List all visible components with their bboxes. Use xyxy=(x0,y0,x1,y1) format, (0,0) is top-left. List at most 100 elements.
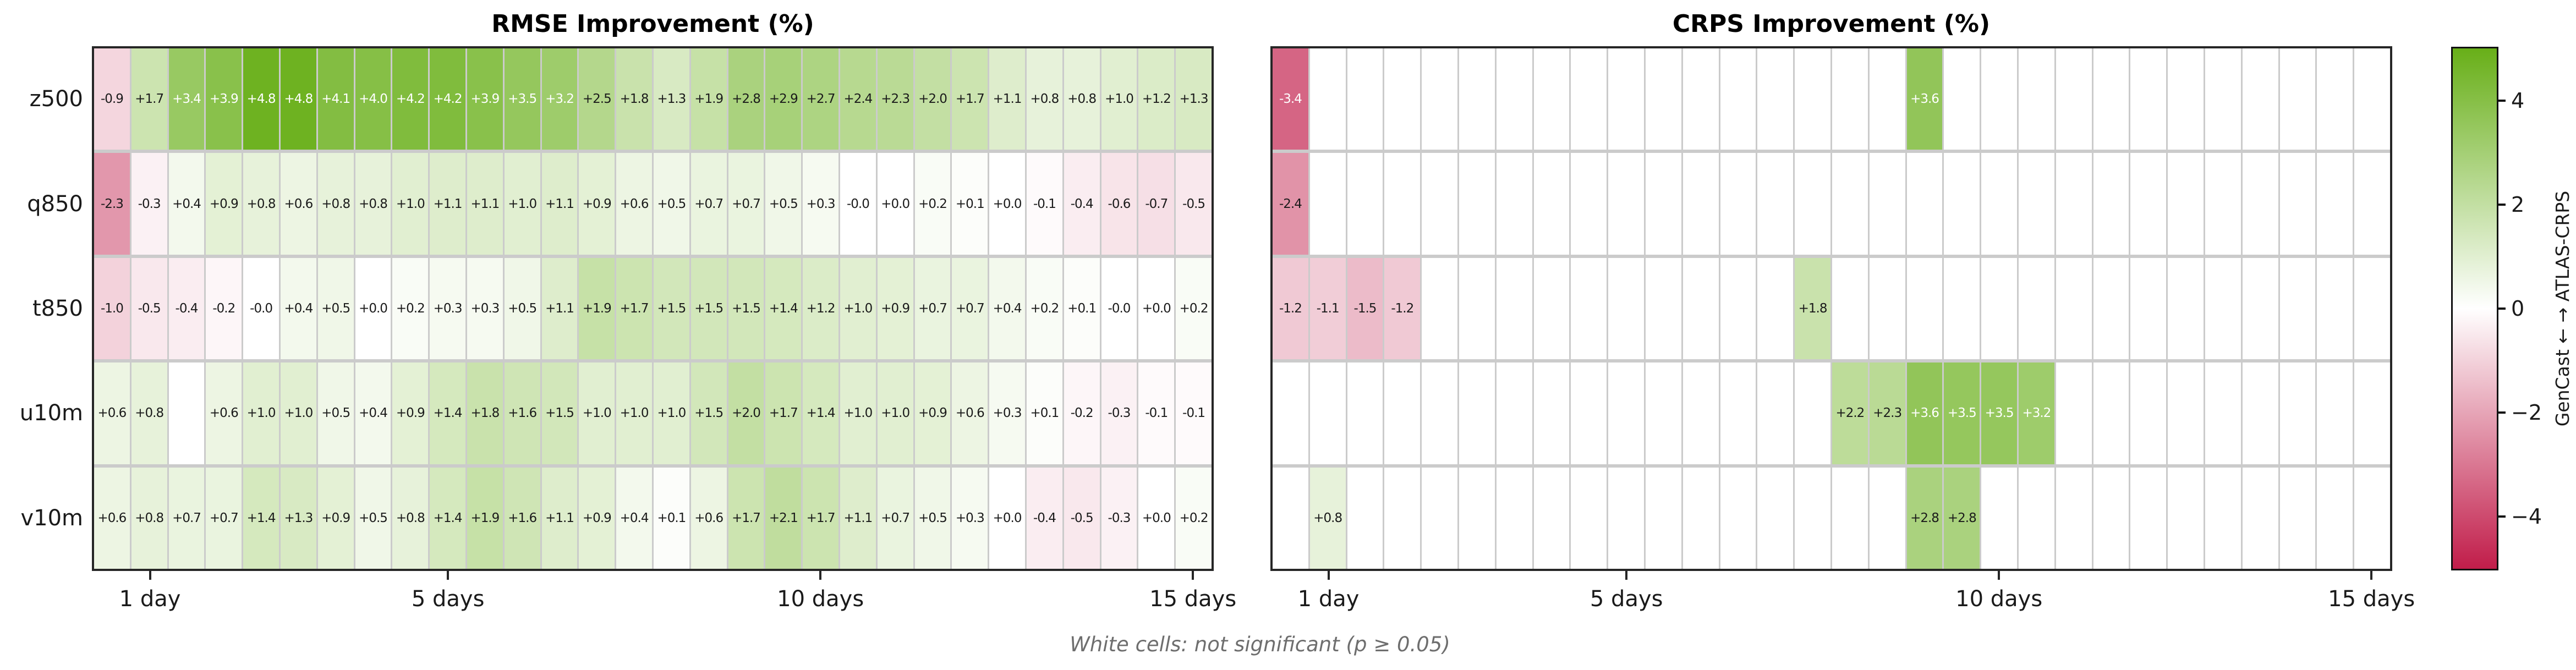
heatmap-cell: +0.9 xyxy=(317,467,354,569)
heatmap-cell xyxy=(1682,48,1719,150)
heatmap-cell: +1.0 xyxy=(616,363,652,464)
heatmap-cell xyxy=(1944,153,1980,255)
heatmap-cell xyxy=(2130,257,2167,360)
heatmap-cell: -3.4 xyxy=(1273,48,1308,150)
heatmap-cell xyxy=(2242,153,2278,255)
heatmap-cell: +0.0 xyxy=(1138,467,1175,569)
heatmap-cell: -0.6 xyxy=(1101,153,1137,255)
heatmap-cell: +0.1 xyxy=(952,153,988,255)
heatmap-cell: +1.1 xyxy=(541,153,578,255)
heatmap-cell xyxy=(1944,257,1980,360)
x-tick-mark xyxy=(447,570,450,580)
x-tick-mark xyxy=(819,570,822,580)
heatmap-cell: +0.5 xyxy=(765,153,802,255)
heatmap-cell: +1.6 xyxy=(504,467,540,569)
x-tick-label-1day: 1 day xyxy=(1297,586,1360,612)
x-tick-mark xyxy=(2370,570,2373,580)
heatmap-cell xyxy=(2317,257,2353,360)
heatmap-cell xyxy=(1533,467,1570,569)
heatmap-cell: -0.3 xyxy=(1101,363,1137,464)
heatmap-cell: -0.5 xyxy=(1176,153,1212,255)
heatmap-cell: +0.0 xyxy=(1138,257,1175,360)
heatmap-cell: -2.3 xyxy=(94,153,130,255)
heatmap-cell: -0.0 xyxy=(840,153,876,255)
heatmap-cell: +2.3 xyxy=(1869,363,1905,464)
heatmap-cell xyxy=(1906,257,1943,360)
heatmap-cell xyxy=(1757,153,1794,255)
rmse-panel-title: RMSE Improvement (%) xyxy=(491,10,814,38)
heatmap-cell: -1.2 xyxy=(1273,257,1308,360)
x-tick-mark xyxy=(1327,570,1330,580)
heatmap-cell: +1.0 xyxy=(1101,48,1137,150)
heatmap-cell xyxy=(1608,467,1644,569)
heatmap-cell: +2.8 xyxy=(728,48,764,150)
heatmap-cell: +0.9 xyxy=(392,363,429,464)
heatmap-cell: +0.0 xyxy=(877,153,913,255)
heatmap-cell: -0.1 xyxy=(1138,363,1175,464)
heatmap-cell xyxy=(2242,467,2278,569)
colorbar-tick-mark xyxy=(2497,99,2506,102)
heatmap-cell: -0.5 xyxy=(131,257,167,360)
heatmap-cell xyxy=(1646,363,1681,464)
heatmap-cell: -0.3 xyxy=(131,153,167,255)
heatmap-cell xyxy=(2168,48,2204,150)
heatmap-cell: +1.3 xyxy=(654,48,689,150)
colorbar-tick-mark xyxy=(2497,307,2506,310)
heatmap-cell xyxy=(1869,257,1905,360)
heatmap-cell xyxy=(168,363,205,464)
x-tick-label-10days: 10 days xyxy=(777,586,864,612)
heatmap-cell xyxy=(1496,48,1532,150)
heatmap-cell: +2.3 xyxy=(877,48,913,150)
heatmap-cell xyxy=(1981,467,2017,569)
heatmap-cell: +0.5 xyxy=(317,257,354,360)
heatmap-cell xyxy=(1422,467,1457,569)
heatmap-cell xyxy=(2130,48,2167,150)
heatmap-cell: +0.4 xyxy=(281,257,316,360)
heatmap-cell: +1.1 xyxy=(840,467,876,569)
heatmap-cell xyxy=(2317,48,2353,150)
heatmap-cell xyxy=(2056,153,2092,255)
heatmap-cell: +0.9 xyxy=(579,153,615,255)
heatmap-cell xyxy=(2093,363,2129,464)
heatmap-cell: -0.1 xyxy=(1176,363,1212,464)
heatmap-cell xyxy=(1496,363,1532,464)
heatmap-cell xyxy=(2205,257,2241,360)
heatmap-cell xyxy=(1682,257,1719,360)
heatmap-cell xyxy=(1533,257,1570,360)
heatmap-cell: +1.5 xyxy=(654,257,689,360)
colorbar-gradient xyxy=(2453,48,2497,569)
heatmap-cell: +1.7 xyxy=(616,257,652,360)
heatmap-cell: +0.7 xyxy=(914,257,951,360)
heatmap-cell: +1.7 xyxy=(765,363,802,464)
heatmap-cell xyxy=(1496,257,1532,360)
significance-caption: White cells: not significant (p ≥ 0.05) xyxy=(1070,633,1450,656)
heatmap-cell xyxy=(1459,363,1495,464)
heatmap-cell: +1.7 xyxy=(728,467,764,569)
heatmap-cell xyxy=(2279,467,2316,569)
heatmap-cell xyxy=(2317,153,2353,255)
heatmap-cell xyxy=(1757,363,1794,464)
heatmap-cell xyxy=(2354,48,2390,150)
heatmap-cell: +0.5 xyxy=(654,153,689,255)
heatmap-cell xyxy=(1795,153,1830,255)
heatmap-cell: +1.2 xyxy=(1138,48,1175,150)
heatmap-cell xyxy=(2093,153,2129,255)
heatmap-cell xyxy=(1720,467,1756,569)
heatmap-cell: +1.4 xyxy=(765,257,802,360)
heatmap-cell: -0.0 xyxy=(243,257,279,360)
heatmap-cell xyxy=(1571,467,1607,569)
heatmap-cell: +0.8 xyxy=(317,153,354,255)
colorbar-tick-label: −2 xyxy=(2511,400,2542,425)
heatmap-cell: +1.0 xyxy=(840,257,876,360)
heatmap-cell: +0.7 xyxy=(877,467,913,569)
heatmap-cell: +2.2 xyxy=(1832,363,1868,464)
heatmap-cell: +1.6 xyxy=(504,363,540,464)
heatmap-cell xyxy=(2317,467,2353,569)
heatmap-cell: +0.7 xyxy=(690,153,727,255)
heatmap-cell: +1.1 xyxy=(541,467,578,569)
heatmap-cell: +3.9 xyxy=(206,48,242,150)
heatmap-cell: +0.8 xyxy=(1027,48,1062,150)
heatmap-cell: +0.0 xyxy=(989,153,1025,255)
heatmap-cell: +2.8 xyxy=(1944,467,1980,569)
heatmap-cell xyxy=(1646,467,1681,569)
